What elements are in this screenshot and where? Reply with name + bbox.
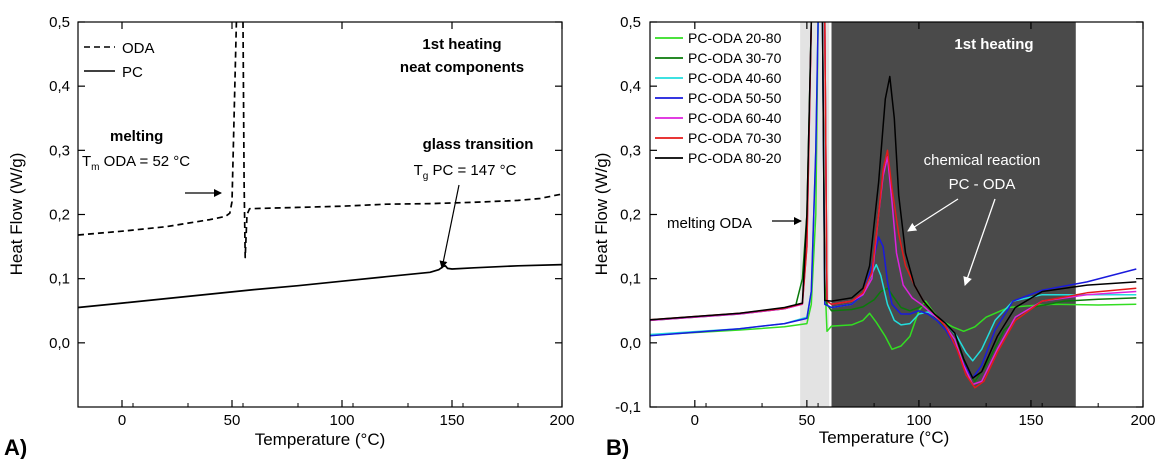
panel-a-tick-labels: 0 50 100 150 200 0,0 0,1 0,2 0,3 0,4 0,5 bbox=[49, 14, 574, 429]
x-tick-label-100: 100 bbox=[906, 412, 931, 429]
y-tick-label-0-0: 0,0 bbox=[49, 335, 70, 352]
legend-label-pc-oda-80-20: PC-ODA 80-20 bbox=[688, 150, 782, 166]
y-tick-label-0-4: 0,4 bbox=[49, 78, 70, 95]
panel-a-curves bbox=[78, 22, 562, 309]
y-tick-label-0-1: -0,1 bbox=[615, 399, 641, 416]
panel-b-ylabel: Heat Flow (W/g) bbox=[592, 153, 611, 276]
panel-a-xlabel: Temperature (°C) bbox=[255, 430, 386, 449]
panel-a-label: A) bbox=[4, 435, 27, 459]
y-tick-label-0-1: 0,1 bbox=[620, 271, 641, 288]
legend-label-pc-oda-20-80: PC-ODA 20-80 bbox=[688, 30, 782, 46]
x-tick-label-0: 0 bbox=[691, 412, 699, 429]
panel-a-plot-frame bbox=[77, 21, 563, 408]
y-tick-label-0-4: 0,4 bbox=[620, 78, 641, 95]
series-line-pc-oda-80-20 bbox=[650, 22, 1137, 379]
x-tick-label-200: 200 bbox=[1130, 412, 1155, 429]
legend-pc-label: PC bbox=[122, 64, 143, 81]
y-tick-label-0-5: 0,5 bbox=[620, 14, 641, 31]
legend-label-pc-oda-30-70: PC-ODA 30-70 bbox=[688, 50, 782, 66]
x-tick-label-100: 100 bbox=[329, 412, 354, 429]
y-tick-label-0-3: 0,3 bbox=[620, 142, 641, 159]
shaded-region-2 bbox=[831, 22, 1076, 407]
y-tick-label-0-1: 0,1 bbox=[49, 271, 70, 288]
panel-b-xlabel: Temperature (°C) bbox=[819, 428, 950, 447]
y-tick-label-0-0: 0,0 bbox=[620, 335, 641, 352]
panel-a-heading-line2: neat components bbox=[400, 59, 524, 76]
panel-b-chart: 0 50 100 150 200 -0,1 0,0 0,1 0,2 0,3 0,4 0,5 Tempe… bbox=[592, 14, 1156, 459]
panel-b-legend: PC-ODA 20-80 PC-ODA 30-70 PC-ODA 40-60 PC-O… bbox=[655, 30, 782, 166]
legend-label-pc-oda-50-50: PC-ODA 50-50 bbox=[688, 90, 782, 106]
panel-a-heading-line1: 1st heating bbox=[422, 36, 501, 53]
melting-oda-label: melting ODA bbox=[667, 215, 752, 232]
x-tick-label-150: 150 bbox=[439, 412, 464, 429]
legend-oda-label: ODA bbox=[122, 40, 155, 57]
panel-a-chart: 0 50 100 150 200 0,0 0,1 0,2 0,3 0,4 0,5 Temperatu… bbox=[4, 14, 575, 459]
x-tick-label-50: 50 bbox=[224, 412, 241, 429]
y-tick-label-0-2: 0,2 bbox=[620, 207, 641, 224]
panel-a-ticks bbox=[77, 21, 563, 407]
y-tick-label-0-2: 0,2 bbox=[49, 207, 70, 224]
series-line-pc bbox=[78, 263, 562, 309]
x-tick-label-150: 150 bbox=[1018, 412, 1043, 429]
melting-temperature: Tm ODA = 52 °C bbox=[82, 153, 190, 173]
series-line-oda bbox=[78, 22, 562, 259]
reaction-arrow-right bbox=[963, 198, 996, 286]
panel-b-label: B) bbox=[606, 435, 629, 459]
legend-label-pc-oda-60-40: PC-ODA 60-40 bbox=[688, 110, 782, 126]
legend-label-pc-oda-70-30: PC-ODA 70-30 bbox=[688, 130, 782, 146]
panel-b-ticks bbox=[649, 21, 1144, 408]
reaction-label-line1: chemical reaction bbox=[924, 152, 1041, 169]
x-tick-label-50: 50 bbox=[799, 412, 816, 429]
glass-transition-arrow bbox=[439, 184, 460, 269]
panel-b-curves bbox=[650, 22, 1137, 389]
melting-title: melting bbox=[110, 128, 163, 145]
panel-b-heading: 1st heating bbox=[954, 36, 1033, 53]
panel-a-legend: ODA PC bbox=[84, 40, 155, 81]
reaction-label-line2: PC - ODA bbox=[949, 176, 1016, 193]
x-tick-label-200: 200 bbox=[549, 412, 574, 429]
y-tick-label-0-3: 0,3 bbox=[49, 142, 70, 159]
glass-transition-temperature: Tg PC = 147 °C bbox=[414, 162, 517, 182]
y-tick-label-0-5: 0,5 bbox=[49, 14, 70, 31]
panel-a-ylabel: Heat Flow (W/g) bbox=[7, 153, 26, 276]
glass-transition-title: glass transition bbox=[423, 136, 534, 153]
reaction-arrow-left bbox=[907, 198, 959, 232]
x-tick-label-0: 0 bbox=[118, 412, 126, 429]
legend-label-pc-oda-40-60: PC-ODA 40-60 bbox=[688, 70, 782, 86]
panel-b-tick-labels: 0 50 100 150 200 -0,1 0,0 0,1 0,2 0,3 0,4 0,5 bbox=[615, 14, 1155, 429]
panel-b-shaded-regions bbox=[800, 22, 1076, 407]
